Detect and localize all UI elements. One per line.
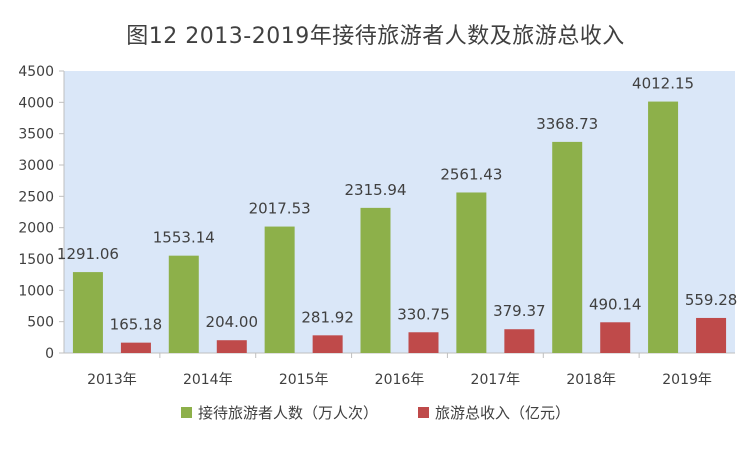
data-label-visitors: 3368.73 [536, 115, 598, 133]
legend-item-revenue: 旅游总收入（亿元） [418, 402, 570, 423]
chart-legend: 接待旅游者人数（万人次） 旅游总收入（亿元） [0, 402, 751, 423]
data-label-revenue: 330.75 [397, 305, 450, 323]
y-tick-label: 2000 [18, 221, 54, 237]
x-tick-label: 2018年 [566, 372, 616, 388]
y-tick-label: 2500 [18, 189, 54, 205]
data-label-visitors: 2315.94 [344, 181, 406, 199]
data-label-revenue: 165.18 [110, 316, 163, 334]
bar-revenue [216, 340, 247, 353]
data-label-revenue: 204.00 [206, 313, 259, 331]
data-label-revenue: 490.14 [589, 295, 642, 313]
data-label-visitors: 4012.15 [632, 75, 694, 93]
data-label-visitors: 2561.43 [440, 165, 502, 183]
legend-item-visitors: 接待旅游者人数（万人次） [180, 402, 378, 423]
bar-revenue [408, 332, 439, 353]
bar-visitors [552, 141, 583, 353]
bar-visitors [264, 226, 295, 353]
bar-visitors [648, 101, 679, 353]
bar-revenue [312, 335, 343, 353]
x-tick-label: 2019年 [662, 372, 712, 388]
data-label-visitors: 2017.53 [249, 200, 311, 218]
x-tick-label: 2015年 [279, 372, 329, 388]
y-tick-label: 3000 [18, 158, 54, 174]
bar-visitors [168, 255, 199, 353]
bar-visitors [72, 272, 103, 353]
legend-swatch-revenue [418, 407, 429, 418]
y-tick-label: 4500 [18, 64, 54, 80]
y-tick-label: 0 [45, 346, 54, 362]
data-label-visitors: 1291.06 [57, 245, 119, 263]
x-tick-label: 2013年 [87, 372, 137, 388]
bar-revenue [120, 342, 151, 353]
x-tick-label: 2014年 [183, 372, 233, 388]
data-label-visitors: 1553.14 [153, 229, 215, 247]
data-label-revenue: 559.28 [685, 291, 738, 309]
x-tick-label: 2016年 [375, 372, 425, 388]
legend-label-visitors: 接待旅游者人数（万人次） [197, 404, 378, 422]
chart-title: 图12 2013-2019年接待旅游者人数及旅游总收入 [126, 24, 625, 49]
bar-revenue [504, 329, 535, 353]
data-label-revenue: 379.37 [493, 302, 546, 320]
bar-revenue [696, 317, 727, 353]
y-tick-label: 1500 [18, 252, 54, 268]
bar-visitors [360, 207, 391, 353]
x-tick-label: 2017年 [471, 372, 521, 388]
bar-revenue [600, 322, 631, 353]
legend-label-revenue: 旅游总收入（亿元） [435, 404, 571, 422]
y-tick-label: 1000 [18, 283, 54, 299]
y-tick-label: 3500 [18, 127, 54, 143]
bar-visitors [456, 192, 487, 353]
legend-swatch-visitors [180, 407, 192, 418]
data-label-revenue: 281.92 [301, 308, 354, 326]
y-tick-label: 4000 [18, 95, 54, 111]
y-tick-label: 500 [27, 315, 54, 331]
